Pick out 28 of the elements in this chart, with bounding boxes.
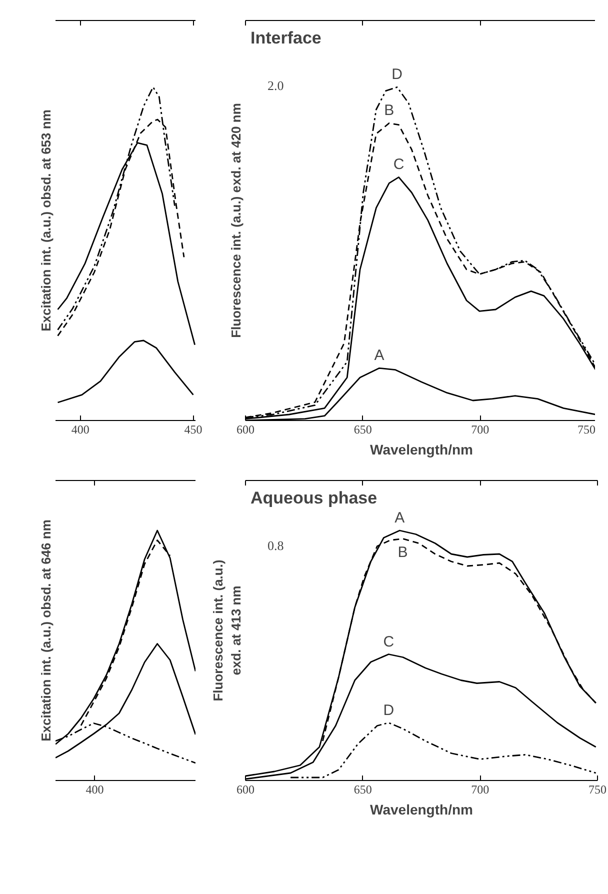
x-tick-label: 700	[471, 782, 490, 796]
y-axis-title: Excitation int. (a.u.) obsd. at 653 nm	[38, 110, 54, 332]
x-tick-label: 650	[354, 782, 372, 796]
series-label: B	[398, 544, 408, 561]
series-label: D	[383, 702, 394, 719]
y-axis-title: Fluorescence int. (a.u.) exd. at 420 nm	[228, 103, 244, 338]
y-axis-title: Excitation int. (a.u.) obsd. at 646 nm	[38, 520, 54, 742]
x-tick-label: 400	[71, 422, 90, 436]
x-tick-label: 750	[578, 422, 596, 436]
series-label: D	[392, 66, 403, 84]
x-tick-label: 750	[588, 782, 606, 796]
chart-title: Interface	[250, 28, 322, 48]
annotation: 2.0	[268, 78, 284, 93]
x-axis-title: Wavelength/nm	[370, 802, 473, 818]
series-label: A	[374, 347, 384, 364]
series-label: A	[394, 510, 405, 526]
y-axis-title: Fluorescence int. (a.u.) exd. at 413 nm	[210, 560, 244, 702]
x-tick-label: 600	[236, 422, 254, 436]
x-tick-label: 700	[471, 422, 490, 436]
series-label: C	[383, 633, 394, 650]
x-axis-title: Wavelength/nm	[370, 442, 473, 458]
x-tick-label: 650	[354, 422, 372, 436]
annotation: 0.8	[268, 538, 284, 553]
x-tick-label: 600	[236, 782, 254, 796]
chart-title: Aqueous phase	[250, 488, 378, 508]
x-tick-label: 450	[184, 422, 202, 436]
series-label: C	[393, 156, 404, 174]
series-label: B	[384, 102, 394, 120]
